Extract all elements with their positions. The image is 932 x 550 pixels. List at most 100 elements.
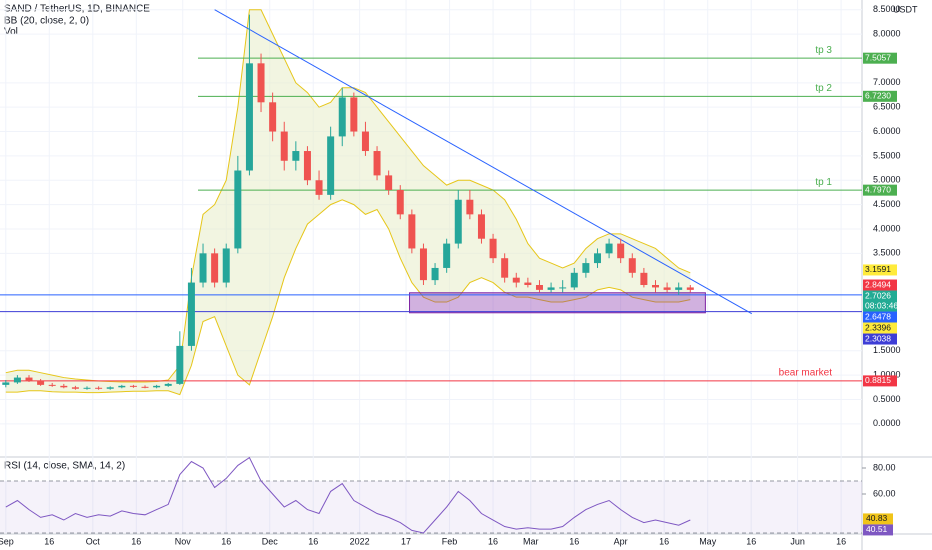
price-label-bg (863, 290, 897, 312)
y-tick-label: 6.5000 (873, 102, 901, 112)
candle-body (25, 377, 33, 381)
candle-body (176, 345, 184, 384)
y-tick-label: 8.5000 (873, 4, 901, 14)
y-tick-label: 5.5000 (873, 150, 901, 160)
x-tick-label: 16 (836, 536, 846, 546)
level-name: tp 3 (815, 45, 832, 56)
candle-body (686, 287, 694, 290)
price-label: 2.7026 (865, 290, 891, 300)
price-label: 3.1591 (865, 264, 891, 274)
candle-body (164, 383, 172, 386)
candle-body (663, 287, 671, 290)
candle-body (95, 387, 103, 389)
rsi-label: 40.83 (866, 513, 888, 523)
candle-body (222, 248, 230, 283)
candle-body (547, 287, 555, 290)
y-tick-label: 7.0000 (873, 77, 901, 87)
x-tick-label: 16 (746, 536, 756, 546)
candle-body (512, 277, 520, 283)
candle-body (443, 243, 451, 268)
candle-body (617, 243, 625, 259)
rsi-title: RSI (14, close, SMA, 14, 2) (4, 461, 125, 472)
candle-body (199, 253, 207, 283)
candle-body (234, 170, 242, 249)
candle-body (593, 253, 601, 264)
candle-body (396, 190, 404, 215)
chart-title: SAND / TetherUS, 1D, BINANCE (4, 4, 150, 15)
price-label: 4.7970 (865, 184, 891, 194)
candle-body (71, 387, 79, 389)
candle-body (327, 136, 335, 195)
y-tick-label: 4.5000 (873, 199, 901, 209)
candle-body (501, 258, 509, 278)
x-tick-label: Oct (86, 536, 101, 546)
x-tick-label: Nov (175, 536, 192, 546)
price-label: 2.3038 (865, 333, 891, 343)
candle-body (651, 285, 659, 288)
rsi-label-bg (863, 524, 893, 536)
price-label: 7.5057 (865, 52, 891, 62)
level-name: bear market (779, 368, 833, 379)
y-tick-label: 0.5000 (873, 394, 901, 404)
x-tick-label: Sep (0, 536, 14, 546)
y-tick-label: 1.0000 (873, 370, 901, 380)
rsi-tick-label: 80.00 (873, 462, 896, 472)
rsi-label: 40.51 (866, 524, 888, 534)
candle-body (257, 63, 265, 103)
level-name: tp 1 (815, 177, 832, 188)
candle-body (315, 180, 323, 195)
candle-body (350, 97, 358, 132)
candle-body (570, 272, 578, 288)
x-tick-label: Feb (442, 536, 458, 546)
y-tick-label: 1.5000 (873, 345, 901, 355)
price-label-bg (863, 311, 897, 323)
level-name: tp 2 (815, 83, 832, 94)
y-tick-label: 5.0000 (873, 175, 901, 185)
candle-body (373, 151, 381, 176)
x-tick-label: 16 (569, 536, 579, 546)
y-tick-label: 4.0000 (873, 223, 901, 233)
price-label-bg (863, 322, 897, 334)
candle-body (675, 287, 683, 290)
x-tick-label: 16 (131, 536, 141, 546)
candle-body (37, 380, 45, 385)
rsi-label-bg (863, 513, 893, 525)
x-tick-label: 17 (401, 536, 411, 546)
y-tick-label: 0.0000 (873, 418, 901, 428)
x-tick-label: 16 (308, 536, 318, 546)
candle-body (582, 263, 590, 273)
x-tick-label: 16 (44, 536, 54, 546)
candle-body (454, 199, 462, 244)
price-label: 6.7230 (865, 91, 891, 101)
candle-body (292, 151, 300, 161)
candle-body (303, 151, 311, 181)
candle-body (211, 253, 219, 283)
countdown: 08:03:46 (865, 300, 898, 310)
candle-body (628, 258, 636, 273)
candle-body (153, 385, 161, 388)
candle-body (431, 267, 439, 281)
bb-band (5, 199, 691, 396)
y-tick-label: 3.5000 (873, 248, 901, 258)
candle-body (106, 387, 114, 389)
price-label-bg (863, 333, 897, 345)
candle-body (13, 377, 21, 383)
x-tick-label: 2022 (350, 536, 370, 546)
indicator-label: Vol (4, 27, 18, 38)
bb-band (5, 9, 691, 383)
price-label-bg (863, 184, 897, 196)
range-box (409, 292, 706, 314)
price-label: 2.6478 (865, 311, 891, 321)
candle-body (408, 214, 416, 249)
candle-body (524, 282, 532, 285)
candle-body (361, 131, 369, 152)
x-tick-label: 16 (488, 536, 498, 546)
x-tick-label: Jun (790, 536, 805, 546)
candle-body (129, 385, 137, 387)
candle-body (385, 175, 393, 190)
candle-body (535, 285, 543, 290)
y-tick-label: 8.0000 (873, 28, 901, 38)
price-label-bg (863, 375, 897, 387)
price-label-bg (863, 90, 897, 102)
